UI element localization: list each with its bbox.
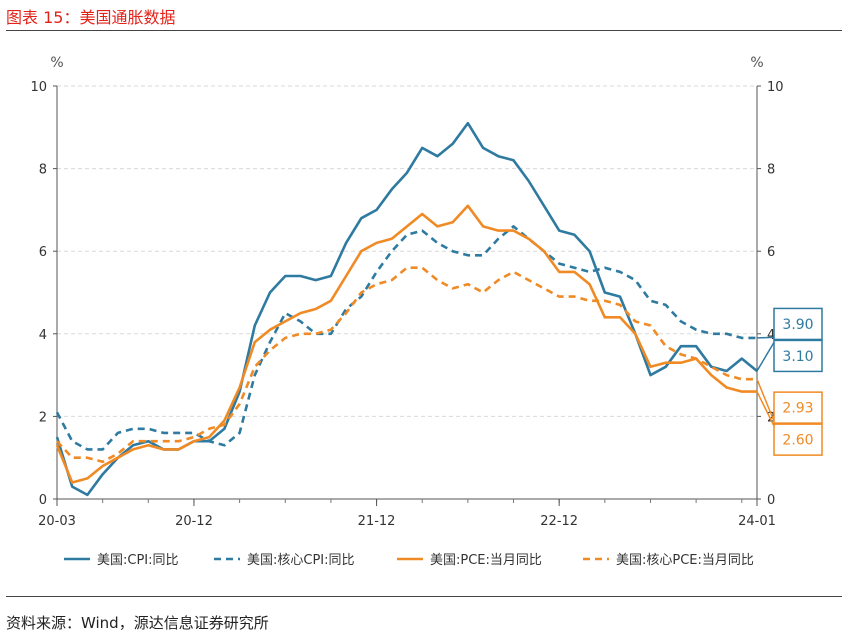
callout-box-1 (773, 339, 823, 373)
x-tick-label: 22-12 (540, 514, 578, 529)
series-line-3 (55, 204, 757, 484)
callout-box-4 (773, 391, 823, 424)
y-right-tick-label: 10 (767, 80, 784, 95)
y-left-tick-label: 0 (39, 493, 47, 508)
figure-title: 图表 15：美国通胀数据 (6, 8, 176, 27)
legend-label-4: 美国:核心PCE:当月同比 (616, 553, 754, 568)
callout-value-1: 3.10 (782, 349, 813, 365)
series-line-2 (55, 225, 757, 451)
x-tick-label: 20-12 (175, 514, 213, 529)
y-left-tick-label: 2 (39, 410, 47, 425)
callout-leader-2 (756, 336, 775, 339)
callout-leader-1 (756, 342, 775, 372)
chart-axes: 0 0 2 2 4 4 6 6 8 8 10 10% % 20-03 20-12 21-12 22-12 24-0… (30, 55, 783, 529)
y-right-tick-label: 0 (767, 493, 775, 508)
callout-box-3 (773, 423, 823, 456)
x-tick-label: 24-01 (738, 514, 776, 529)
callout-leader-4 (756, 378, 775, 422)
x-tick-label: 21-12 (358, 514, 396, 529)
callout-value-2: 3.90 (782, 317, 813, 333)
y-right-tick-label: 4 (767, 328, 775, 343)
y-left-unit-label: % (50, 55, 63, 71)
chart-gridlines (57, 85, 757, 417)
y-right-unit-label: % (750, 55, 763, 71)
y-left-tick-label: 8 (39, 163, 47, 178)
y-left-tick-label: 10 (30, 80, 47, 95)
source-rule (6, 596, 842, 597)
chart-series-layer (55, 121, 758, 497)
us-inflation-line-chart: 0 0 2 2 4 4 6 6 8 8 10 10% % 20-03 20-12 21-12 22-12 24-0… (30, 55, 823, 568)
callout-value-4: 2.93 (782, 401, 813, 417)
callout-leader-3 (756, 391, 775, 427)
callout-value-3: 2.60 (782, 433, 813, 449)
callout-box-2 (773, 307, 823, 341)
chart-legend: 美国:CPI:同比 美国:核心CPI:同比 美国:PCE:当月同比 美国:核心PCE:… (64, 553, 754, 568)
y-right-tick-label: 8 (767, 163, 775, 178)
y-right-tick-label: 6 (767, 245, 775, 260)
source-note: 资料来源：Wind，源达信息证券研究所 (6, 614, 269, 632)
y-left-tick-label: 6 (39, 245, 47, 260)
legend-label-2: 美国:核心CPI:同比 (247, 553, 355, 568)
y-left-tick-label: 4 (39, 328, 47, 343)
legend-label-1: 美国:CPI:同比 (97, 553, 179, 568)
chart-value-callouts: 3.90 3.10 2.93 2.60 (756, 307, 823, 456)
legend-label-3: 美国:PCE:当月同比 (430, 553, 542, 568)
title-rule (6, 30, 842, 31)
y-right-tick-label: 2 (767, 410, 775, 425)
x-tick-label: 20-03 (38, 514, 76, 529)
series-line-1 (55, 121, 758, 497)
